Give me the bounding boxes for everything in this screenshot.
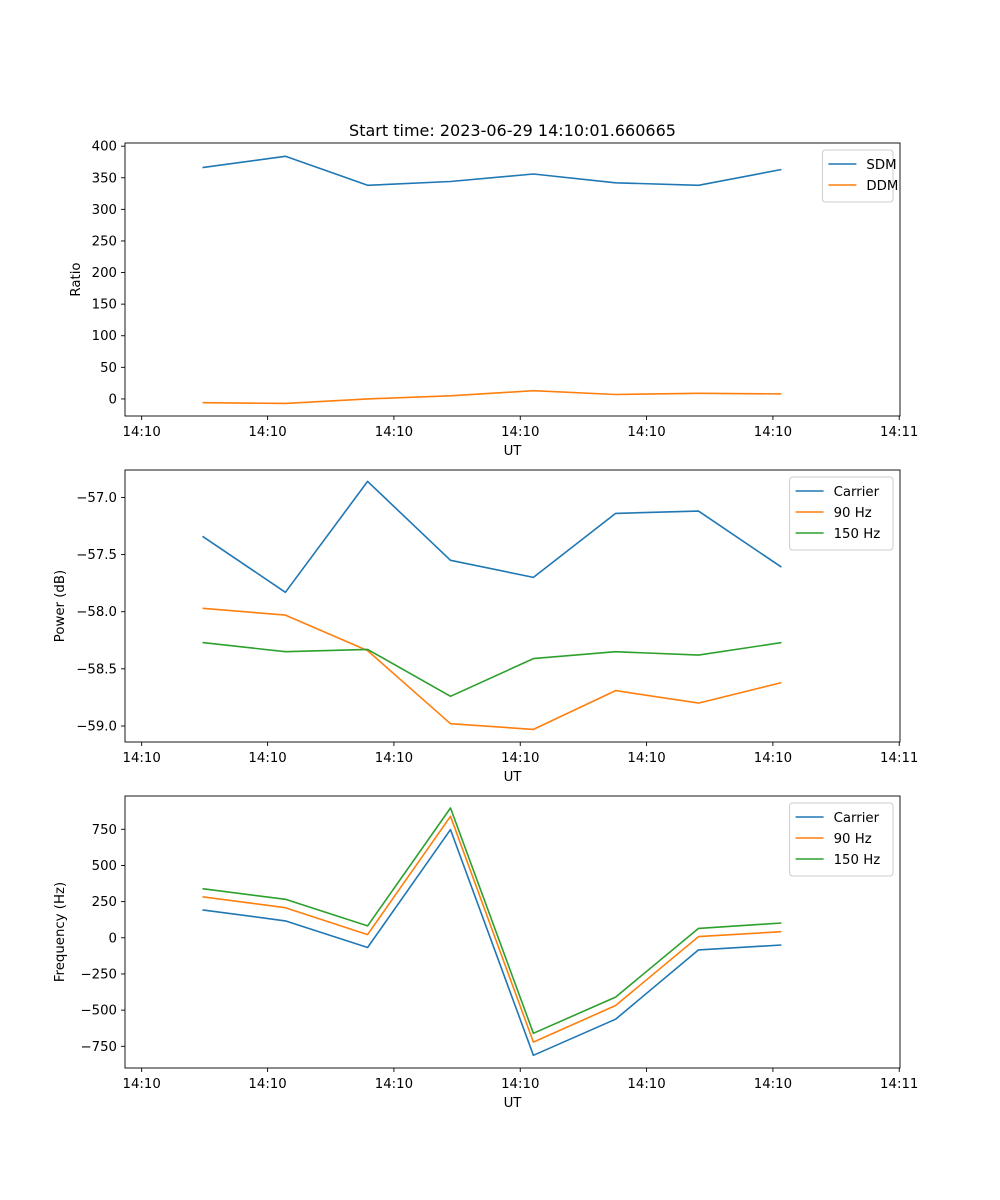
x-tick-label: 14:10 <box>754 425 792 440</box>
series-line-150-hz <box>202 641 782 698</box>
legend: Carrier 90 Hz 150 Hz <box>789 802 894 877</box>
x-axis-label: UT <box>504 770 523 785</box>
y-tick-label: 150 <box>92 298 117 313</box>
y-tick-label: 400 <box>92 140 117 155</box>
x-tick-label: 14:10 <box>375 425 413 440</box>
legend: SDM DDM <box>821 149 898 203</box>
x-tick-label: 14:10 <box>375 751 413 766</box>
x-tick-label: 14:10 <box>248 1077 286 1092</box>
x-tick-label: 14:10 <box>627 1077 665 1092</box>
legend-entry-label: DDM <box>866 179 898 194</box>
y-tick-label: −58.0 <box>76 605 117 620</box>
y-tick-label: −750 <box>80 1040 117 1055</box>
x-tick-label: 14:10 <box>501 425 539 440</box>
series-line-carrier <box>202 828 782 1057</box>
series-line-90-hz <box>202 815 782 1043</box>
x-tick-label: 14:10 <box>122 1077 160 1092</box>
series-line-sdm <box>202 155 782 187</box>
y-tick-label: 200 <box>92 266 117 281</box>
y-tick-label: −58.5 <box>76 662 117 677</box>
y-tick-label: 350 <box>92 171 117 186</box>
legend: Carrier 90 Hz 150 Hz <box>789 476 894 551</box>
legend-entry-label: Carrier <box>834 811 880 826</box>
series-line-90-hz <box>202 607 782 731</box>
y-tick-label: −57.0 <box>76 491 117 506</box>
chart-title: Start time: 2023-06-29 14:10:01.660665 <box>349 121 676 140</box>
x-tick-label: 14:10 <box>754 751 792 766</box>
x-tick-label: 14:10 <box>248 751 286 766</box>
y-tick-label: 0 <box>109 392 117 407</box>
legend-entry-label: Carrier <box>834 485 880 500</box>
x-axis-label: UT <box>504 1096 523 1111</box>
y-tick-label: 750 <box>92 823 117 838</box>
x-tick-label: 14:10 <box>248 425 286 440</box>
x-tick-label: 14:10 <box>375 1077 413 1092</box>
x-tick-label: 14:11 <box>880 425 918 440</box>
chart-panel-3: 14:10 14:10 14:10 14:10 14:10 14:10 14:11 750 50… <box>53 795 918 1111</box>
y-tick-label: 500 <box>92 859 117 874</box>
legend-entry-label: 90 Hz <box>834 506 872 521</box>
legend-entry-label: 90 Hz <box>834 832 872 847</box>
y-tick-label: −500 <box>80 1004 117 1019</box>
legend-box <box>789 476 894 551</box>
x-tick-label: 14:10 <box>627 751 665 766</box>
x-tick-label: 14:10 <box>501 1077 539 1092</box>
y-axis-label: Ratio <box>69 262 84 296</box>
x-tick-label: 14:11 <box>880 1077 918 1092</box>
x-axis-label: UT <box>504 444 523 459</box>
x-tick-label: 14:10 <box>501 751 539 766</box>
legend-box <box>821 149 894 203</box>
series-line-carrier <box>202 480 782 594</box>
chart-panel-2: 14:10 14:10 14:10 14:10 14:10 14:10 14:11 −57.0… <box>53 469 918 785</box>
y-tick-label: 0 <box>109 931 117 946</box>
x-tick-label: 14:10 <box>122 751 160 766</box>
axes-frame <box>124 469 901 743</box>
y-tick-label: 300 <box>92 203 117 218</box>
y-tick-label: 250 <box>92 895 117 910</box>
x-tick-label: 14:10 <box>627 425 665 440</box>
x-tick-label: 14:10 <box>122 425 160 440</box>
y-axis-label: Power (dB) <box>53 570 68 642</box>
series-line-ddm <box>202 389 782 405</box>
y-tick-label: 250 <box>92 234 117 249</box>
y-tick-label: −59.0 <box>76 720 117 735</box>
legend-entry-label: 150 Hz <box>834 853 881 868</box>
chart-panel-1: Start time: 2023-06-29 14:10:01.660665 14… <box>69 121 918 459</box>
y-axis-label: Frequency (Hz) <box>53 882 68 982</box>
y-tick-label: 50 <box>100 361 117 376</box>
legend-box <box>789 802 894 877</box>
y-tick-label: 100 <box>92 329 117 344</box>
legend-entry-label: 150 Hz <box>834 527 881 542</box>
series-line-150-hz <box>202 807 782 1035</box>
y-tick-label: −250 <box>80 967 117 982</box>
y-tick-label: −57.5 <box>76 548 117 563</box>
axes-frame <box>124 795 901 1069</box>
x-tick-label: 14:10 <box>754 1077 792 1092</box>
axes-frame <box>124 142 901 417</box>
x-tick-label: 14:11 <box>880 751 918 766</box>
legend-entry-label: SDM <box>866 158 896 173</box>
